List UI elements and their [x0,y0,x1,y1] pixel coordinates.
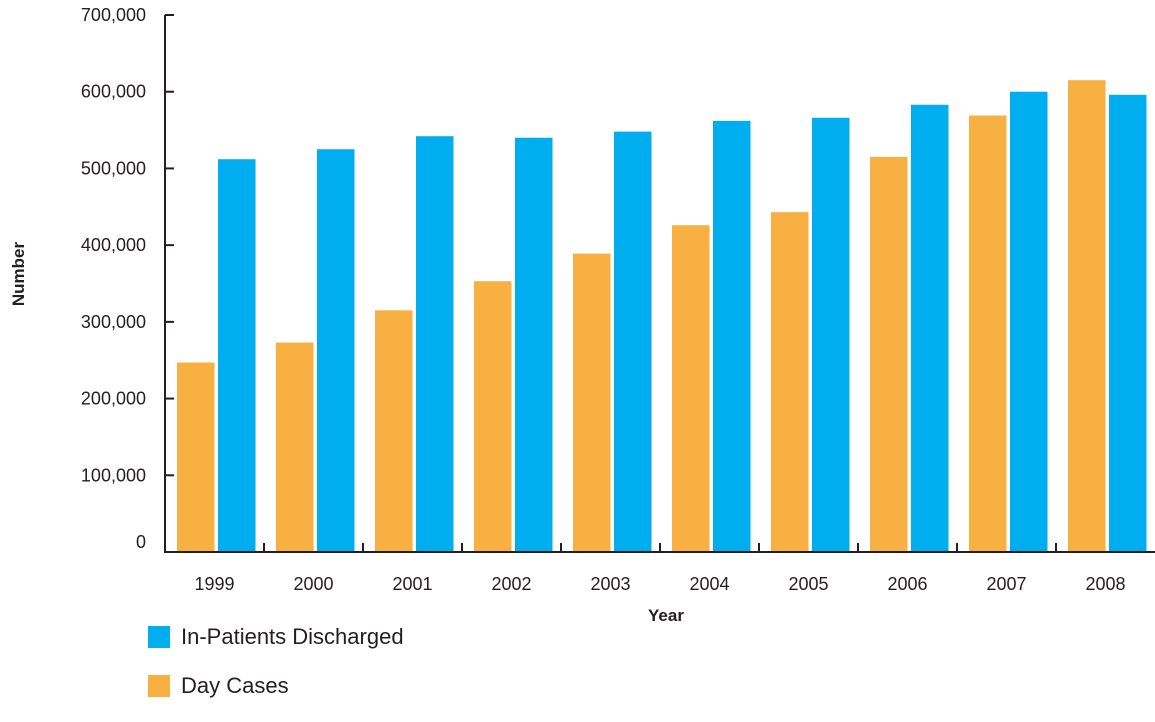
y-tick-label: 0 [136,532,146,552]
x-tick-label: 2000 [293,574,333,594]
x-ticks-group: 1999 2000 2001 2002 2003 2004 2005 2006 2007 2008 [194,543,1126,594]
bar-day-cases-2004 [672,225,710,552]
bar-day-cases-2002 [474,281,512,552]
bar-day-cases-1999 [177,362,215,552]
legend-swatch-day-cases [148,674,170,697]
x-tick-label: 2005 [788,574,828,594]
y-tick-label: 500,000 [81,158,146,178]
bar-in-patients-discharged-1999 [218,159,256,553]
bar-in-patients-discharged-2004 [713,120,751,552]
x-tick-label: 2008 [1085,574,1125,594]
bars-group [177,80,1147,553]
bar-in-patients-discharged-2007 [1010,91,1048,552]
bar-in-patients-discharged-2008 [1109,94,1147,552]
y-tick-label: 100,000 [81,465,146,485]
legend-label-in-patients: In-Patients Discharged [181,623,404,649]
bar-in-patients-discharged-2003 [614,131,652,552]
x-axis-title: Year [648,606,684,625]
bar-day-cases-2005 [771,212,809,553]
bar-in-patients-discharged-2001 [416,136,454,553]
y-tick-label: 600,000 [81,82,146,102]
bar-day-cases-2008 [1068,80,1106,552]
x-tick-label: 1999 [194,574,234,594]
legend-label-day-cases: Day Cases [181,672,289,698]
legend-swatch-in-patients [148,625,170,648]
y-tick-label: 700,000 [81,5,146,25]
bar-in-patients-discharged-2006 [911,104,949,553]
legend: In-Patients Discharged Day Cases [148,624,404,722]
y-tick-label: 400,000 [81,235,146,255]
bar-in-patients-discharged-2000 [317,149,355,552]
y-axis-title: Number [9,242,28,307]
y-tick-label: 300,000 [81,312,146,332]
y-tick-label: 200,000 [81,389,146,409]
bar-in-patients-discharged-2005 [812,117,850,552]
bar-day-cases-2003 [573,253,611,552]
x-tick-label: 2004 [689,574,729,594]
x-tick-label: 2001 [392,574,432,594]
x-tick-label: 2003 [590,574,630,594]
bar-day-cases-2000 [276,342,314,552]
legend-item-day-cases: Day Cases [148,673,404,698]
y-ticks-group: 0 100,000 200,000 300,000 400,000 500,000 600,… [81,5,174,552]
x-tick-label: 2002 [491,574,531,594]
bar-day-cases-2006 [870,156,908,552]
bar-day-cases-2001 [375,310,413,552]
bar-day-cases-2007 [969,115,1007,552]
legend-item-in-patients: In-Patients Discharged [148,624,404,649]
x-tick-label: 2007 [986,574,1026,594]
bar-in-patients-discharged-2002 [515,137,553,552]
x-tick-label: 2006 [887,574,927,594]
bar-chart: 0 100,000 200,000 300,000 400,000 500,000 600,… [9,5,1155,625]
